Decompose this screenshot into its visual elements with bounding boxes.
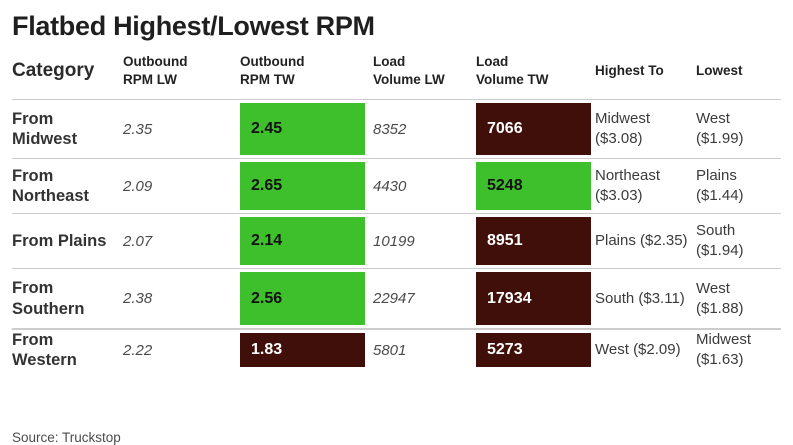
load-volume-tw-cell: 8951: [476, 217, 591, 265]
outbound-rpm-tw-cell: 2.14: [240, 217, 365, 265]
lowest-cell: West ($1.88): [696, 279, 744, 317]
table-row-from-midwest: From Midwest 2.35 2.45 8352 7066 Midwest…: [12, 99, 781, 158]
table-row-from-southern: From Southern 2.38 2.56 22947 17934 Sout…: [12, 268, 781, 329]
table-row-from-plains: From Plains 2.07 2.14 10199 8951 Plains …: [12, 213, 781, 268]
header-load-volume-tw: Load Volume TW: [476, 53, 549, 87]
table-row-from-northeast: From Northeast 2.09 2.65 4430 5248 North…: [12, 158, 781, 213]
table-header-row: Category Outbound RPM LW Outbound RPM TW…: [12, 42, 781, 99]
load-volume-lw-cell: 4430: [373, 177, 407, 195]
lowest-cell: South ($1.94): [696, 222, 744, 259]
lowest-cell: Midwest ($1.63): [696, 331, 752, 369]
category-cell: From Northeast: [12, 166, 90, 205]
load-volume-lw-cell: 22947: [373, 290, 415, 307]
table-row-from-western: From Western 2.22 1.83 5801 5273 West ($…: [12, 329, 781, 370]
outbound-rpm-tw-cell: 2.45: [240, 103, 365, 155]
load-volume-lw-cell: 8352: [373, 120, 407, 138]
outbound-rpm-tw-cell: 2.56: [240, 272, 365, 325]
outbound-rpm-lw-cell: 2.09: [123, 177, 153, 195]
rpm-table: Category Outbound RPM LW Outbound RPM TW…: [12, 42, 781, 370]
category-cell: From Southern: [12, 279, 85, 318]
header-load-volume-lw: Load Volume LW: [373, 53, 445, 87]
page-title: Flatbed Highest/Lowest RPM: [12, 11, 375, 41]
category-cell: From Plains: [12, 231, 107, 250]
load-volume-tw-cell: 5273: [476, 333, 591, 368]
highest-to-cell: South ($3.11): [595, 289, 685, 307]
header-category: Category: [12, 59, 95, 81]
flatbed-rpm-infographic: Flatbed Highest/Lowest RPM Category Outb…: [0, 11, 793, 445]
load-volume-tw-cell: 7066: [476, 103, 591, 155]
highest-to-cell: Plains ($2.35): [595, 232, 688, 250]
header-outbound-rpm-tw: Outbound RPM TW: [240, 53, 305, 87]
header-outbound-rpm-lw: Outbound RPM LW: [123, 53, 188, 87]
outbound-rpm-lw-cell: 2.07: [123, 232, 153, 250]
highest-to-cell: Northeast ($3.03): [595, 167, 661, 204]
load-volume-lw-cell: 5801: [373, 341, 407, 359]
header-highest-to: Highest To: [595, 62, 664, 78]
source-attribution: Source: Truckstop: [12, 430, 121, 445]
highest-to-cell: Midwest ($3.08): [595, 110, 651, 147]
load-volume-lw-cell: 10199: [373, 232, 415, 250]
category-cell: From Midwest: [12, 109, 78, 148]
outbound-rpm-lw-cell: 2.38: [123, 290, 153, 307]
outbound-rpm-tw-cell: 2.65: [240, 162, 365, 210]
outbound-rpm-lw-cell: 2.35: [123, 120, 153, 138]
load-volume-tw-cell: 5248: [476, 162, 591, 210]
load-volume-tw-cell: 17934: [476, 272, 591, 325]
header-lowest: Lowest: [696, 62, 743, 78]
lowest-cell: West ($1.99): [696, 110, 744, 147]
outbound-rpm-lw-cell: 2.22: [123, 341, 153, 359]
category-cell: From Western: [12, 331, 77, 370]
highest-to-cell: West ($2.09): [595, 341, 681, 359]
outbound-rpm-tw-cell: 1.83: [240, 333, 365, 368]
lowest-cell: Plains ($1.44): [696, 167, 744, 204]
